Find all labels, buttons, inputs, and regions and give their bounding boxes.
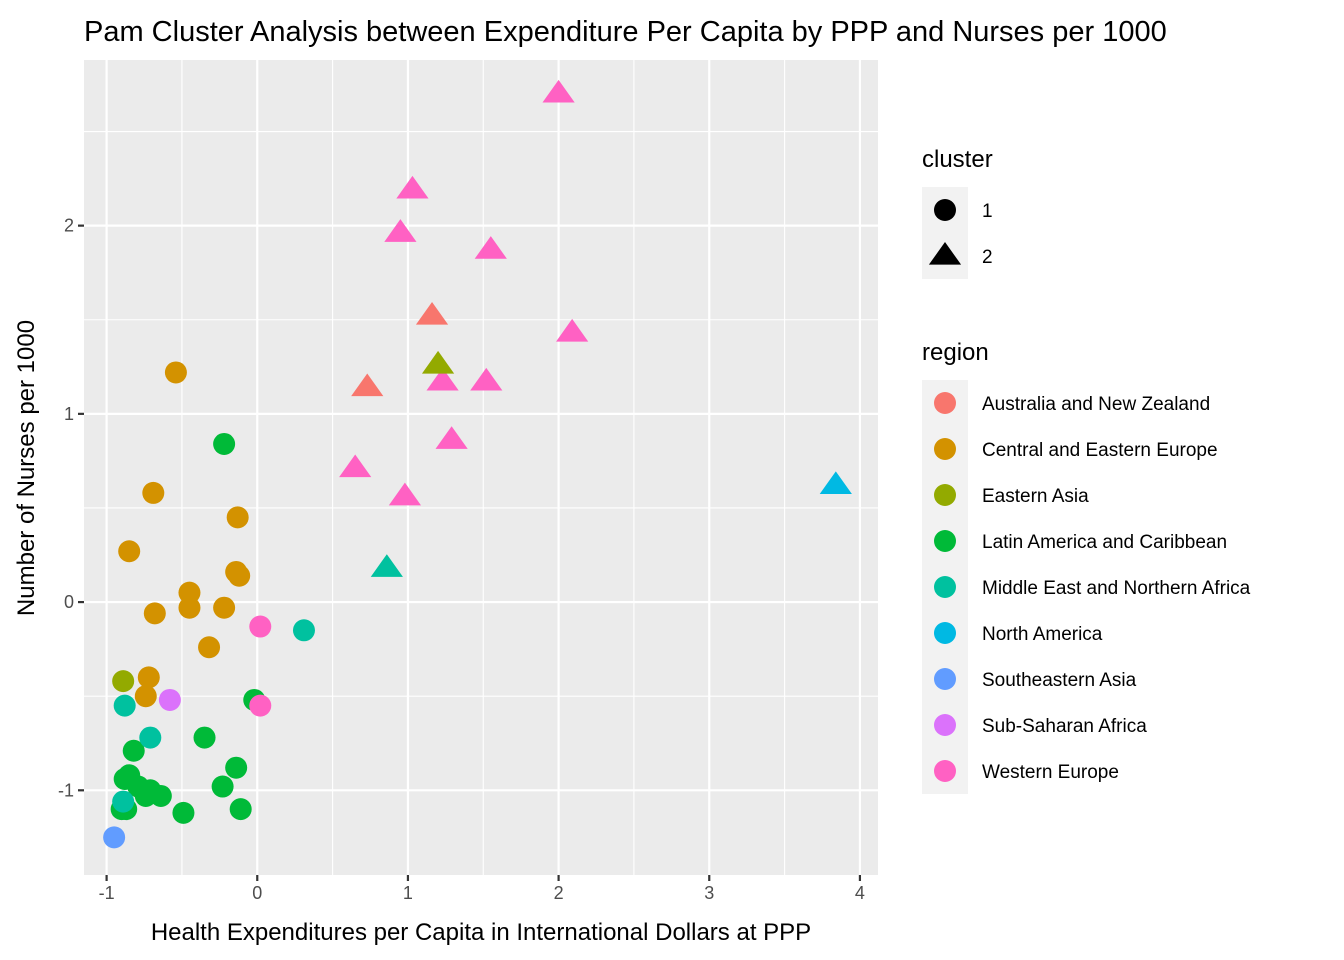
data-point-circle [249, 615, 272, 638]
data-point-circle [228, 564, 251, 587]
data-point-circle [211, 775, 234, 798]
x-tick-label: 3 [704, 883, 714, 903]
legend-region-label: Sub-Saharan Africa [982, 716, 1147, 737]
data-point-circle [142, 481, 165, 504]
data-point-circle [137, 666, 160, 689]
x-axis-title: Health Expenditures per Capita in Intern… [151, 919, 811, 946]
data-point-triangle [556, 318, 589, 342]
data-point-circle [113, 694, 136, 717]
data-point-triangle [474, 236, 507, 259]
legend-region-label: Central and Eastern Europe [982, 440, 1218, 461]
legend-region-label: Middle East and Northern Africa [982, 578, 1251, 599]
data-point-triangle [339, 454, 372, 478]
y-tick-label: -1 [58, 780, 74, 800]
legend-cluster-label: 1 [982, 201, 993, 222]
y-axis-ticks: -1 0 1 2 [58, 216, 84, 800]
data-point-circle [164, 361, 187, 384]
data-point-triangle [388, 482, 422, 506]
data-point-triangle [819, 471, 852, 495]
legend-key-circle [934, 530, 956, 552]
data-point-circle [178, 596, 201, 619]
data-point-circle [134, 784, 157, 807]
data-point-circle [213, 432, 236, 455]
data-point-circle [122, 739, 145, 762]
data-point-circle [172, 801, 195, 824]
data-point-circle [139, 726, 162, 749]
data-point-circle [226, 506, 249, 529]
data-point-circle [112, 670, 135, 693]
legend-key-circle [934, 622, 956, 644]
data-point-circle [249, 694, 272, 717]
legend-key-circle [934, 199, 956, 221]
legend-cluster-label: 2 [982, 247, 993, 268]
data-point-circle [225, 756, 248, 779]
data-point-circle [198, 636, 221, 659]
legend-region-label: Australia and New Zealand [982, 394, 1210, 415]
x-tick-label: 0 [252, 883, 262, 903]
data-point-circle [292, 619, 315, 642]
legend-region-label: Eastern Asia [982, 486, 1089, 507]
legend-cluster: cluster 1 2 [922, 146, 993, 279]
data-point-triangle [435, 426, 468, 449]
legend-region-label: Western Europe [982, 762, 1119, 783]
grid-minor [84, 60, 878, 875]
data-point-triangle [351, 373, 384, 397]
data-point-triangle [426, 367, 459, 391]
legend-key-circle [934, 760, 956, 782]
legend-key-circle [934, 484, 956, 506]
chart-title: Pam Cluster Analysis between Expenditure… [84, 16, 1167, 48]
data-point-circle [178, 581, 201, 604]
data-point-circle [118, 540, 141, 563]
data-point-circle [103, 826, 126, 849]
legend-region-title: region [922, 339, 989, 366]
data-points [103, 79, 852, 849]
data-point-circle [143, 602, 166, 625]
data-point-circle [229, 798, 252, 821]
legend-key-circle [934, 668, 956, 690]
y-tick-label: 2 [64, 216, 74, 236]
legend-key-triangle [928, 242, 962, 265]
data-point-triangle [470, 367, 503, 391]
legend-key-circle [934, 392, 956, 414]
y-tick-label: 1 [64, 404, 74, 424]
data-point-triangle [542, 79, 575, 103]
data-point-circle [134, 685, 157, 708]
legend-region: region Australia and New Zealand Central … [922, 339, 1251, 794]
data-point-circle [193, 726, 216, 749]
legend-region-label: Latin America and Caribbean [982, 532, 1227, 553]
legend-key-circle [934, 576, 956, 598]
x-tick-label: -1 [99, 883, 115, 903]
legend-region-label: Southeastern Asia [982, 670, 1137, 691]
plot-panel [84, 60, 878, 875]
data-point-circle [158, 688, 181, 711]
data-point-triangle [421, 350, 455, 374]
legend-key-circle [934, 438, 956, 460]
legend-region-label: North America [982, 624, 1103, 645]
x-axis-ticks: -1 0 1 2 3 4 [99, 875, 865, 903]
data-point-triangle [384, 219, 417, 242]
data-point-circle [149, 784, 172, 807]
x-tick-label: 1 [403, 883, 413, 903]
x-tick-label: 2 [554, 883, 564, 903]
y-axis-title: Number of Nurses per 1000 [13, 320, 40, 616]
legend-cluster-title: cluster [922, 146, 993, 173]
y-tick-label: 0 [64, 592, 74, 612]
data-point-triangle [396, 175, 429, 199]
data-point-circle [112, 790, 135, 813]
data-point-triangle [370, 554, 403, 577]
data-point-circle [213, 596, 236, 619]
legend-key-circle [934, 714, 956, 736]
x-tick-label: 4 [855, 883, 865, 903]
data-point-triangle [415, 301, 449, 325]
